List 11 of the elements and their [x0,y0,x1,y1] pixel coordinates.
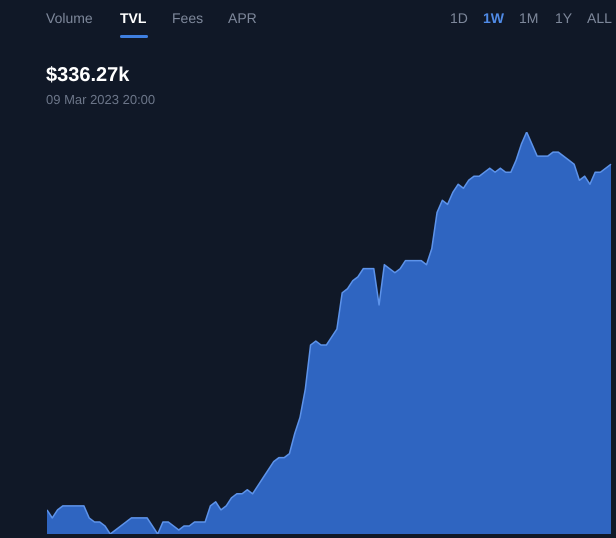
text: Fees [172,10,204,26]
text: APR [228,10,257,26]
text: 1Y [555,10,572,26]
chart-title: $336.27k [46,64,130,87]
text: ALL [587,10,612,26]
text: 1W [483,10,504,26]
chart-subtitle: 09 Mar 2023 20:00 [46,92,156,107]
text: 1D [450,10,468,26]
text: Volume [46,10,93,26]
text: 1M [519,10,538,26]
text: TVL [120,10,146,26]
